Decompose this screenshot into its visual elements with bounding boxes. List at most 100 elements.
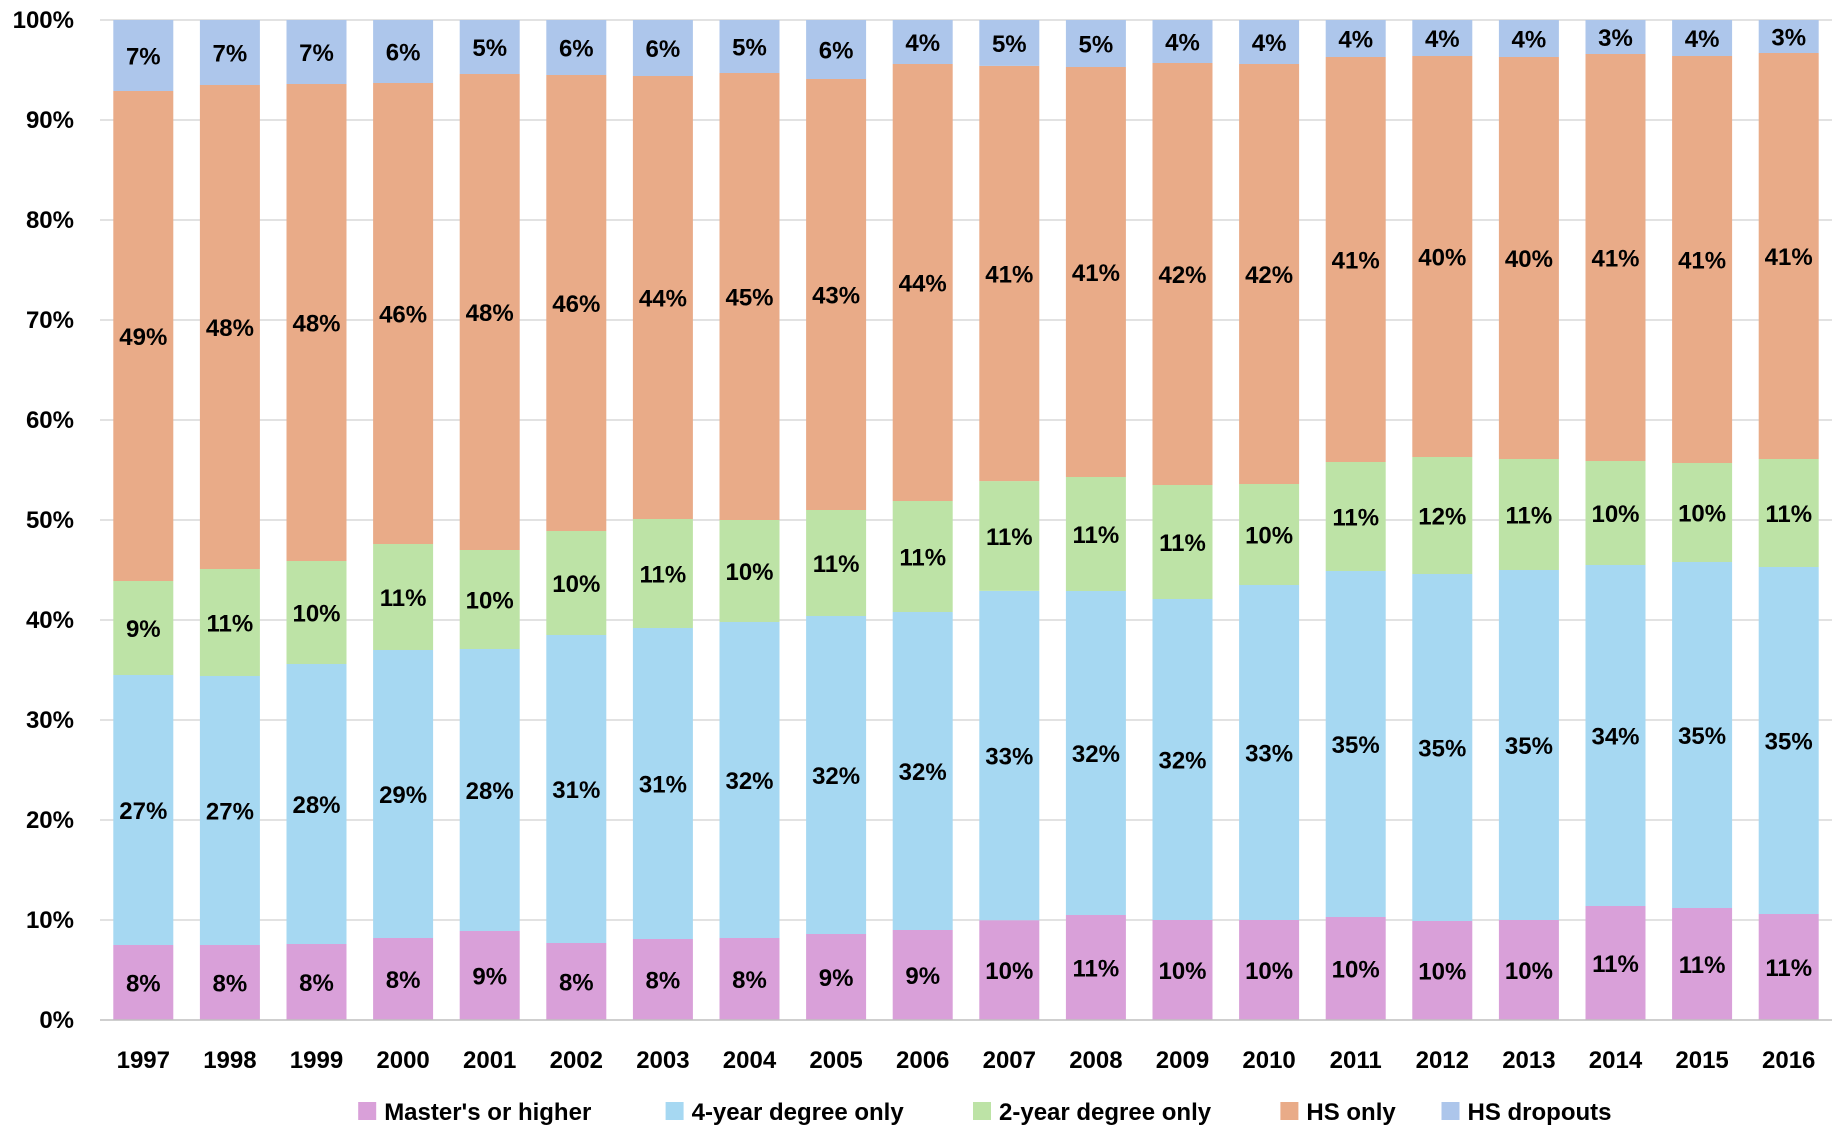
data-label: 8%	[732, 967, 767, 994]
data-label: 11%	[207, 611, 254, 638]
x-tick-label: 1998	[203, 1047, 256, 1074]
bar-segment	[892, 501, 953, 612]
bar-segment	[632, 628, 693, 939]
data-label: 28%	[292, 792, 340, 819]
data-label: 49%	[119, 324, 167, 351]
bar-segment	[1325, 20, 1386, 57]
bar-segment	[1758, 53, 1819, 459]
data-label: 3%	[1598, 25, 1633, 52]
data-label: 11%	[1159, 530, 1206, 557]
data-label: 10%	[292, 601, 340, 628]
data-label: 35%	[1678, 723, 1726, 750]
data-label: 10%	[1332, 957, 1380, 984]
data-label: 31%	[639, 772, 687, 799]
bar-segment	[199, 20, 260, 85]
bar-segment	[459, 20, 520, 74]
bar-segment	[459, 550, 520, 649]
bar-segment	[199, 676, 260, 945]
x-tick-label: 2012	[1416, 1047, 1469, 1074]
legend-item: Master's or higher	[358, 1099, 591, 1126]
data-label: 33%	[1245, 741, 1293, 768]
data-label: 5%	[732, 35, 767, 62]
data-label: 34%	[1591, 724, 1639, 751]
data-label: 8%	[213, 971, 248, 998]
bar-segment	[199, 85, 260, 569]
bar-segment	[892, 64, 953, 501]
bar-segment	[199, 945, 260, 1020]
data-label: 9%	[472, 964, 507, 991]
bar-segment	[806, 510, 867, 616]
data-label: 41%	[1072, 260, 1120, 287]
bar-segment	[719, 73, 780, 520]
data-label: 4%	[1252, 30, 1287, 57]
legend-swatch	[973, 1102, 991, 1120]
legend-label: 4-year degree only	[692, 1099, 905, 1126]
x-tick-label: 2015	[1675, 1047, 1728, 1074]
legend-item: HS dropouts	[1441, 1099, 1612, 1126]
bar-segment	[979, 481, 1040, 591]
bar-segment	[1152, 20, 1213, 63]
x-tick-label: 2008	[1069, 1047, 1122, 1074]
data-label: 11%	[380, 585, 427, 612]
data-label: 6%	[819, 38, 854, 65]
bar-segment	[892, 612, 953, 930]
data-label: 8%	[559, 970, 594, 997]
data-label: 10%	[1158, 958, 1206, 985]
bar-segment	[1585, 565, 1646, 906]
bar-segment	[806, 20, 867, 79]
bar-segment	[459, 931, 520, 1020]
data-label: 35%	[1505, 733, 1553, 760]
bar-segment	[979, 920, 1040, 1020]
bar-segment	[719, 20, 780, 73]
data-label: 48%	[292, 311, 340, 338]
bar-segment	[113, 91, 174, 581]
data-label: 42%	[1158, 262, 1206, 289]
x-tick-label: 2010	[1242, 1047, 1295, 1074]
bar-segment	[632, 939, 693, 1020]
data-label: 10%	[1678, 501, 1726, 528]
data-label: 46%	[552, 291, 600, 318]
bar-segment	[1585, 906, 1646, 1020]
bar-segment	[1412, 457, 1473, 574]
legend-label: HS dropouts	[1468, 1099, 1612, 1126]
data-label: 41%	[1591, 246, 1639, 273]
data-label: 27%	[206, 799, 254, 826]
y-tick-label: 70%	[26, 307, 74, 334]
data-label: 6%	[386, 40, 421, 67]
bar-segment	[373, 544, 434, 650]
data-label: 8%	[646, 968, 681, 995]
bar-segment	[632, 519, 693, 628]
bar-segment	[1239, 484, 1300, 585]
data-label: 10%	[1418, 959, 1466, 986]
data-label: 11%	[640, 562, 687, 589]
bar-segment	[979, 590, 1040, 921]
bar-segment	[1498, 459, 1559, 570]
data-label: 45%	[725, 285, 773, 312]
bar-segment	[719, 520, 780, 622]
bar-segment	[1325, 462, 1386, 571]
data-label: 42%	[1245, 262, 1293, 289]
bar-segment	[1152, 920, 1213, 1020]
data-label: 4%	[1338, 27, 1373, 54]
legend-swatch	[358, 1102, 377, 1120]
data-label: 41%	[985, 261, 1033, 288]
bar-segment	[1758, 20, 1819, 53]
data-label: 11%	[813, 551, 860, 578]
data-label: 35%	[1332, 732, 1380, 759]
bar-segment	[459, 74, 520, 550]
bar-segment	[1239, 20, 1300, 64]
bar-segment	[113, 581, 174, 675]
y-tick-label: 0%	[39, 1007, 74, 1034]
bar-segment	[1065, 20, 1126, 67]
data-label: 6%	[559, 36, 594, 63]
data-label: 32%	[1072, 741, 1120, 768]
bar-segment	[1065, 477, 1126, 591]
legend-label: HS only	[1306, 1099, 1396, 1126]
bar-segment	[806, 79, 867, 510]
legend-label: 2-year degree only	[999, 1099, 1212, 1126]
x-tick-label: 1999	[290, 1047, 343, 1074]
data-label: 43%	[812, 283, 860, 310]
y-tick-label: 100%	[13, 7, 74, 34]
bar-segment	[1498, 570, 1559, 920]
bar-segment	[1758, 567, 1819, 914]
